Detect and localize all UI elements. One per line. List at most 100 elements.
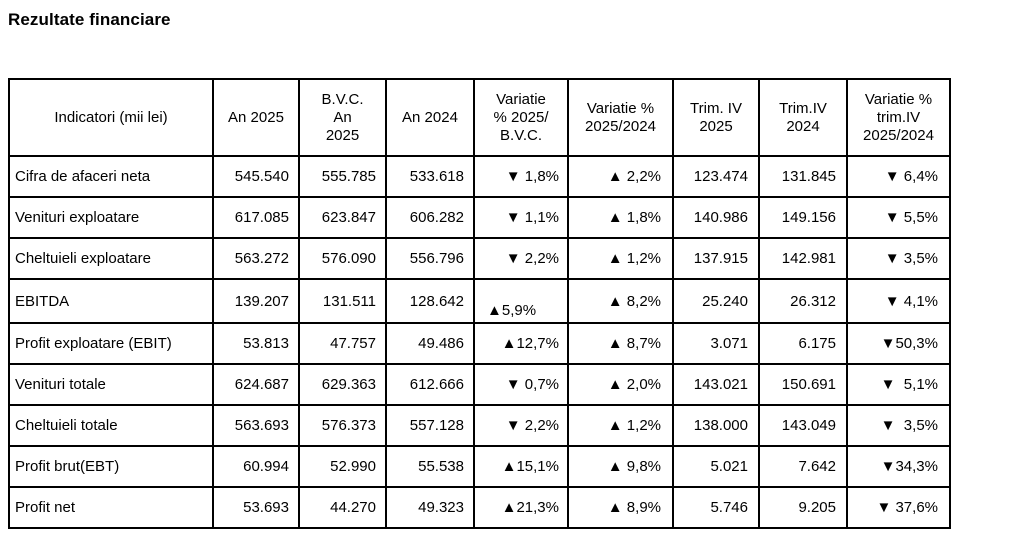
cell-var-trim4: ▼ 5,1% [846, 363, 951, 406]
cell-bvc-2025: 576.090 [298, 237, 387, 280]
cell-var-bvc: ▲12,7% [473, 322, 569, 365]
cell-bvc-2025: 131.511 [298, 278, 387, 324]
cell-an-2025: 563.272 [212, 237, 300, 280]
table-header-row: Indicatori (mii lei) An 2025 B.V.C. An 2… [8, 78, 951, 157]
cell-bvc-2025: 576.373 [298, 404, 387, 447]
cell-var-2024: ▲ 8,7% [567, 322, 674, 365]
column-header-trim-iv-2025: Trim. IV 2025 [672, 78, 760, 157]
cell-bvc-2025: 623.847 [298, 196, 387, 239]
cell-trim4-2025: 140.986 [672, 196, 760, 239]
cell-bvc-2025: 47.757 [298, 322, 387, 365]
cell-trim4-2024: 142.981 [758, 237, 848, 280]
cell-an-2025: 139.207 [212, 278, 300, 324]
cell-var-trim4: ▼ 3,5% [846, 404, 951, 447]
cell-trim4-2024: 150.691 [758, 363, 848, 406]
cell-an-2024: 55.538 [385, 445, 475, 488]
cell-trim4-2025: 5.021 [672, 445, 760, 488]
cell-trim4-2024: 143.049 [758, 404, 848, 447]
cell-var-trim4: ▼ 6,4% [846, 155, 951, 198]
cell-trim4-2024: 131.845 [758, 155, 848, 198]
column-header-trim-iv-2024: Trim.IV 2024 [758, 78, 848, 157]
row-label: Venituri totale [8, 363, 214, 406]
row-label: Profit brut(EBT) [8, 445, 214, 488]
cell-trim4-2024: 6.175 [758, 322, 848, 365]
cell-bvc-2025: 629.363 [298, 363, 387, 406]
cell-var-2024: ▲ 8,9% [567, 486, 674, 529]
cell-var-bvc: ▲15,1% [473, 445, 569, 488]
cell-var-bvc: ▼ 1,8% [473, 155, 569, 198]
cell-trim4-2024: 9.205 [758, 486, 848, 529]
cell-var-bvc: ▼ 2,2% [473, 404, 569, 447]
cell-an-2025: 563.693 [212, 404, 300, 447]
column-header-indicatori: Indicatori (mii lei) [8, 78, 214, 157]
cell-trim4-2024: 26.312 [758, 278, 848, 324]
row-profit-brut-ebt: Profit brut(EBT) 60.994 52.990 55.538 ▲1… [8, 445, 951, 488]
row-cheltuieli-exploatare: Cheltuieli exploatare 563.272 576.090 55… [8, 237, 951, 280]
cell-bvc-2025: 52.990 [298, 445, 387, 488]
row-venituri-exploatare: Venituri exploatare 617.085 623.847 606.… [8, 196, 951, 239]
cell-an-2024: 533.618 [385, 155, 475, 198]
cell-trim4-2025: 3.071 [672, 322, 760, 365]
cell-an-2025: 60.994 [212, 445, 300, 488]
cell-an-2024: 49.323 [385, 486, 475, 529]
cell-var-2024: ▲ 2,2% [567, 155, 674, 198]
cell-an-2025: 53.813 [212, 322, 300, 365]
cell-an-2025: 53.693 [212, 486, 300, 529]
row-label: Profit exploatare (EBIT) [8, 322, 214, 365]
row-venituri-totale: Venituri totale 624.687 629.363 612.666 … [8, 363, 951, 406]
cell-var-trim4: ▼ 37,6% [846, 486, 951, 529]
cell-trim4-2025: 138.000 [672, 404, 760, 447]
cell-var-2024: ▲ 9,8% [567, 445, 674, 488]
cell-trim4-2025: 143.021 [672, 363, 760, 406]
row-ebitda: EBITDA 139.207 131.511 128.642 ▲5,9% ▲ 8… [8, 278, 951, 324]
row-label: Cifra de afaceri neta [8, 155, 214, 198]
row-label: EBITDA [8, 278, 214, 324]
row-cheltuieli-totale: Cheltuieli totale 563.693 576.373 557.12… [8, 404, 951, 447]
column-header-variatie-trim-iv: Variatie % trim.IV 2025/2024 [846, 78, 951, 157]
page-title: Rezultate financiare [8, 10, 171, 29]
cell-var-trim4: ▼34,3% [846, 445, 951, 488]
cell-trim4-2025: 137.915 [672, 237, 760, 280]
row-label: Cheltuieli totale [8, 404, 214, 447]
row-profit-net: Profit net 53.693 44.270 49.323 ▲21,3% ▲… [8, 486, 951, 529]
cell-var-bvc: ▲5,9% [473, 278, 569, 324]
cell-var-bvc: ▼ 2,2% [473, 237, 569, 280]
cell-an-2024: 128.642 [385, 278, 475, 324]
column-header-variatie-2025-2024: Variatie % 2025/2024 [567, 78, 674, 157]
row-label: Cheltuieli exploatare [8, 237, 214, 280]
cell-var-trim4: ▼ 4,1% [846, 278, 951, 324]
cell-var-trim4: ▼ 5,5% [846, 196, 951, 239]
cell-var-bvc: ▼ 0,7% [473, 363, 569, 406]
cell-an-2024: 612.666 [385, 363, 475, 406]
cell-var-2024: ▲ 1,2% [567, 237, 674, 280]
cell-var-trim4: ▼50,3% [846, 322, 951, 365]
cell-trim4-2025: 5.746 [672, 486, 760, 529]
cell-an-2025: 624.687 [212, 363, 300, 406]
cell-an-2024: 49.486 [385, 322, 475, 365]
cell-var-bvc: ▼ 1,1% [473, 196, 569, 239]
cell-bvc-2025: 555.785 [298, 155, 387, 198]
cell-an-2024: 557.128 [385, 404, 475, 447]
cell-var-2024: ▲ 1,8% [567, 196, 674, 239]
cell-an-2025: 545.540 [212, 155, 300, 198]
financial-results-table: Indicatori (mii lei) An 2025 B.V.C. An 2… [8, 78, 951, 529]
column-header-an-2024: An 2024 [385, 78, 475, 157]
cell-an-2024: 556.796 [385, 237, 475, 280]
cell-trim4-2024: 7.642 [758, 445, 848, 488]
cell-trim4-2024: 149.156 [758, 196, 848, 239]
cell-var-bvc: ▲21,3% [473, 486, 569, 529]
column-header-variatie-bvc: Variatie % 2025/ B.V.C. [473, 78, 569, 157]
cell-var-2024: ▲ 2,0% [567, 363, 674, 406]
column-header-an-2025: An 2025 [212, 78, 300, 157]
cell-an-2024: 606.282 [385, 196, 475, 239]
cell-bvc-2025: 44.270 [298, 486, 387, 529]
cell-trim4-2025: 25.240 [672, 278, 760, 324]
cell-var-trim4: ▼ 3,5% [846, 237, 951, 280]
cell-var-2024: ▲ 1,2% [567, 404, 674, 447]
row-profit-exploatare-ebit: Profit exploatare (EBIT) 53.813 47.757 4… [8, 322, 951, 365]
cell-var-2024: ▲ 8,2% [567, 278, 674, 324]
cell-an-2025: 617.085 [212, 196, 300, 239]
column-header-bvc-an-2025: B.V.C. An 2025 [298, 78, 387, 157]
cell-trim4-2025: 123.474 [672, 155, 760, 198]
